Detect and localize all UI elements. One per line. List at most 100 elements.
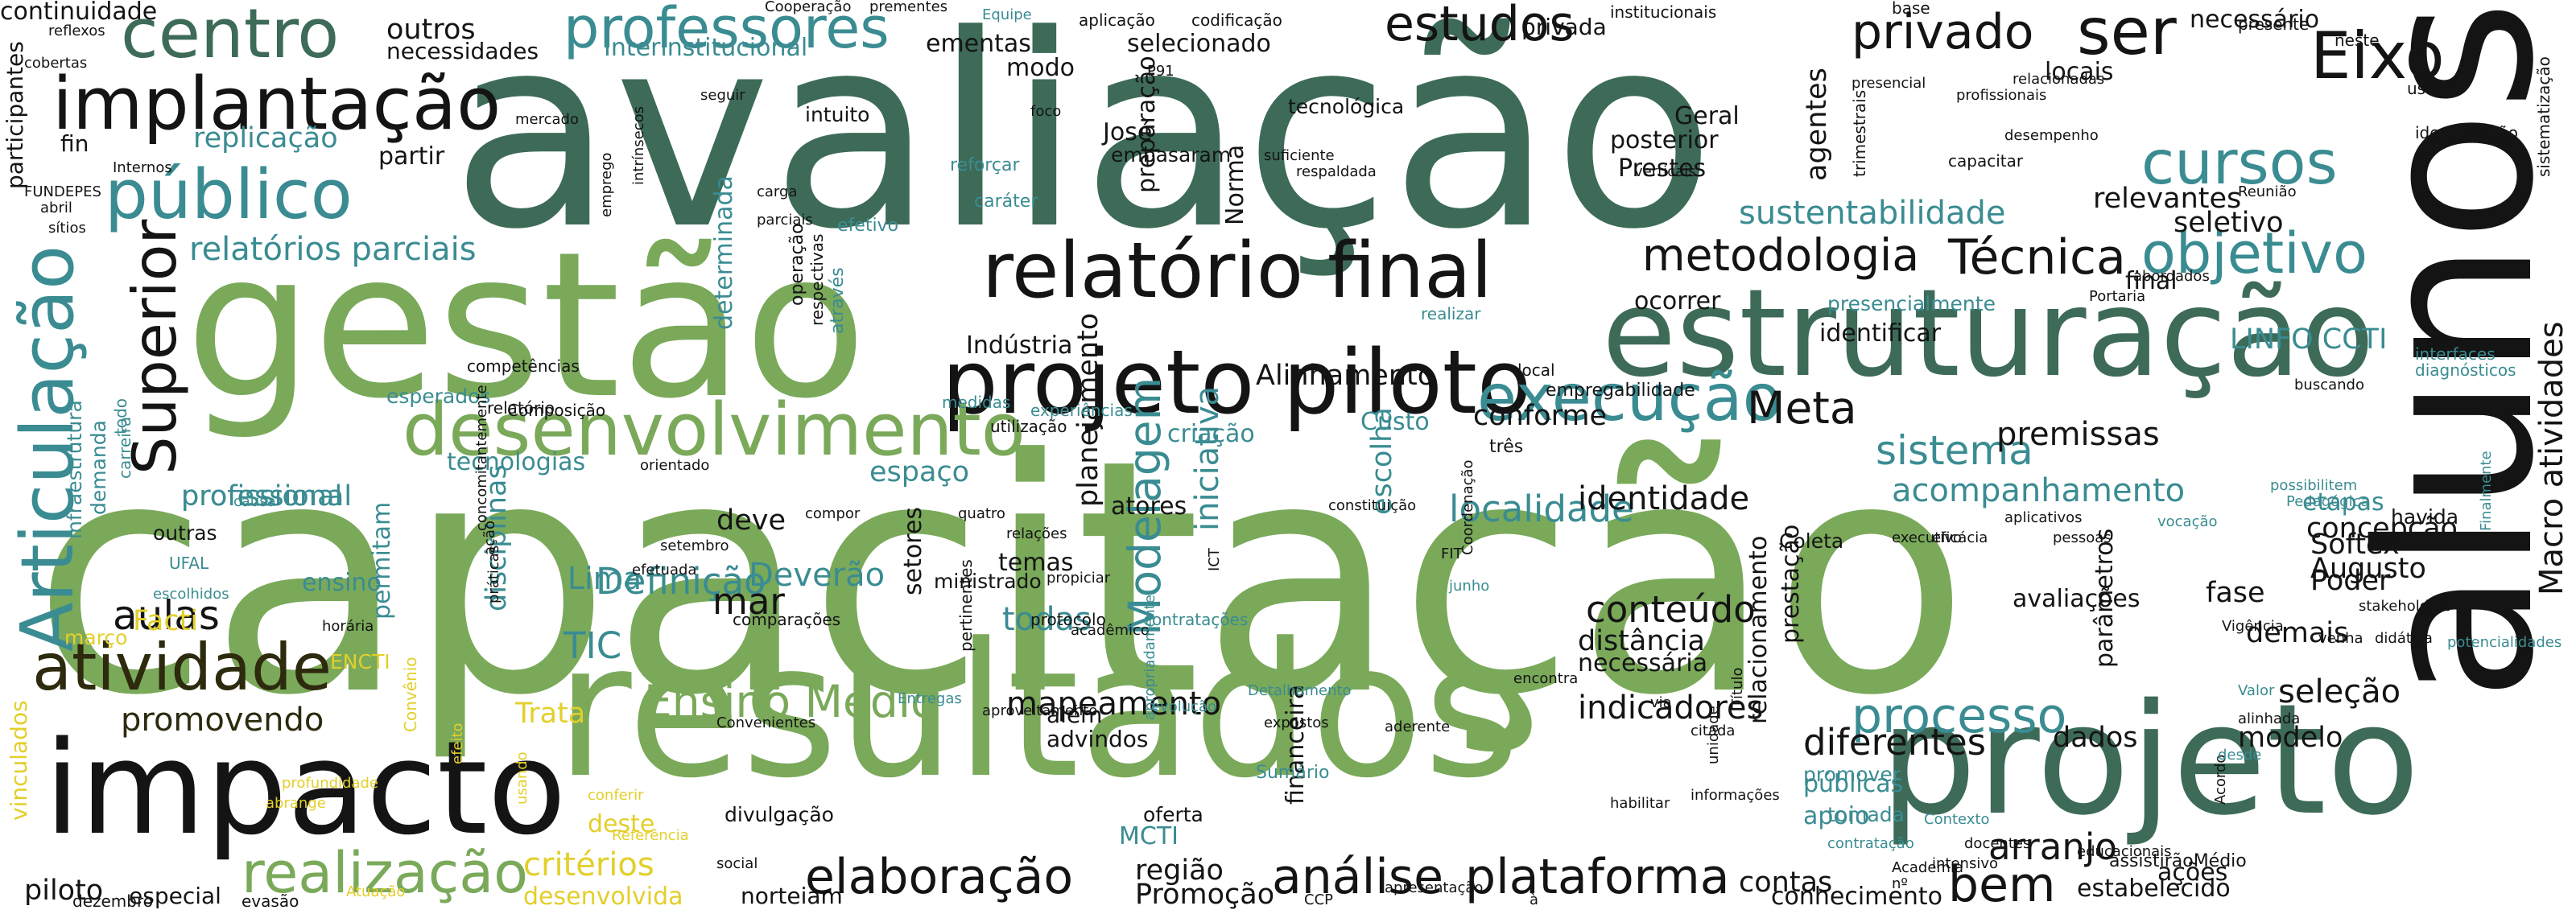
cloud-word: continuidade [0,0,158,26]
cloud-word: todo [111,397,130,434]
cloud-word: apoio [1803,802,1870,830]
cloud-word: projeto piloto [942,331,1532,434]
cloud-word: sítios [48,220,86,237]
cloud-word: Interinstitucional [604,34,808,62]
cloud-word: bem [1948,857,2056,913]
cloud-word: desenvolvimento [402,388,1026,472]
cloud-word: stakeholders [2359,598,2452,615]
cloud-word: privada [1521,14,1607,40]
cloud-word: suficiente [1264,147,1335,164]
cloud-word: contratações [1143,610,1249,629]
cloud-word: ICT [1206,548,1223,571]
cloud-word: Coleta [1779,529,1844,553]
cloud-word: ser [2077,0,2177,69]
cloud-word: unidade [1705,706,1722,764]
cloud-word: emprego [598,152,615,217]
cloud-word: encontra [1513,670,1579,687]
cloud-word: ensino [302,569,382,597]
cloud-word: Ensino Médio [644,676,938,727]
cloud-word: junho [1449,578,1490,595]
cloud-word: aulas [113,592,220,639]
cloud-word: localidade [1449,488,1634,530]
cloud-word: Eixo [2310,19,2445,93]
cloud-word: esperados [386,385,491,408]
cloud-word: trimestrais [1850,89,1869,177]
cloud-word: constituição [1328,497,1417,514]
cloud-word: Sumário [1256,763,1330,783]
cloud-word: social [716,855,758,872]
cloud-word: ementas [926,30,1031,58]
cloud-word: aproveitamento [982,702,1098,719]
cloud-word: mercado [515,111,579,128]
cloud-word: iniciativa [1189,385,1226,531]
cloud-word: José [1103,118,1153,146]
cloud-word: Deverão [749,557,886,594]
cloud-word: presente [2238,14,2310,34]
cloud-word: FUNDEPES [24,183,101,200]
cloud-word: prementes [869,0,948,15]
cloud-word: públicas [1803,770,1904,798]
cloud-word: promovendo [121,702,324,739]
cloud-word: Macro atividades [2533,321,2570,595]
cloud-word: norteiam [741,883,843,909]
cloud-word: cobertas [24,55,88,72]
cloud-word: temas [998,549,1074,577]
cloud-word: evolução [1151,698,1217,715]
cloud-word: Composição [507,401,606,420]
cloud-word: Entregas [898,690,962,707]
cloud-word: estabelecido [2077,875,2231,903]
cloud-word: Internos [113,159,172,176]
cloud-word: Equipe [982,6,1032,23]
cloud-word: Atuação [346,883,406,900]
cloud-word: seleção [2278,673,2401,710]
cloud-word: CCP [1304,891,1333,908]
cloud-word: setores [899,507,927,595]
cloud-word: Cooperação [765,0,852,15]
cloud-word: professores [564,0,890,61]
cloud-word: ações [2157,858,2228,887]
cloud-word: Meta [1747,382,1857,434]
cloud-word: tecnológica [1288,95,1405,118]
cloud-word: contas [1739,867,1833,899]
cloud-word: atores [1111,492,1187,521]
cloud-word: profundidade [282,775,378,792]
cloud-word: necessária [1578,649,1708,677]
cloud-word: FIT [1441,546,1463,562]
cloud-word: determinada [710,175,738,330]
cloud-word: foco [1030,103,1062,120]
cloud-word: relacionadas [2013,71,2105,88]
cloud-word: conteúdo [1586,588,1756,631]
cloud-word: escolhidos [153,586,229,603]
cloud-word: uso [2407,79,2436,98]
cloud-word: propiciar [1046,570,1111,587]
cloud-word: à [1530,891,1539,908]
cloud-word: Reunião [2238,183,2297,200]
cloud-word: Poder [2310,565,2391,597]
cloud-word: carga [757,183,798,200]
cloud-word: outros [386,14,476,46]
cloud-word: UFAL [169,554,209,573]
cloud-word: estruturação [1602,264,2375,404]
cloud-word: realização [242,840,528,906]
cloud-word: indicadores [1578,690,1764,727]
cloud-word: Pedagógica [2286,493,2370,510]
cloud-word: respectivas [807,233,827,326]
cloud-word: prestação [1777,524,1805,644]
cloud-word: conferir [588,787,644,804]
cloud-word: metodologia [1642,229,1920,281]
cloud-word: interfaces [2415,344,2496,364]
cloud-word: Técnica [1948,229,2126,286]
cloud-word: Promoção [1135,879,1275,911]
cloud-word: desempenho [2004,127,2099,144]
cloud-word: habilitar [1610,795,1670,812]
cloud-word: utilização [990,417,1067,436]
cloud-word: LINFO CCTI [2230,323,2388,356]
cloud-word: abordados [2133,268,2210,285]
cloud-word: orientado [640,457,710,474]
cloud-word: efetivo [837,216,899,236]
cloud-word: demanda [87,420,110,515]
cloud-word: piloto [24,875,104,907]
cloud-word: empregabilidade [1546,381,1695,401]
cloud-word: identificar [1819,319,1942,348]
cloud-word: desde [2218,747,2262,764]
